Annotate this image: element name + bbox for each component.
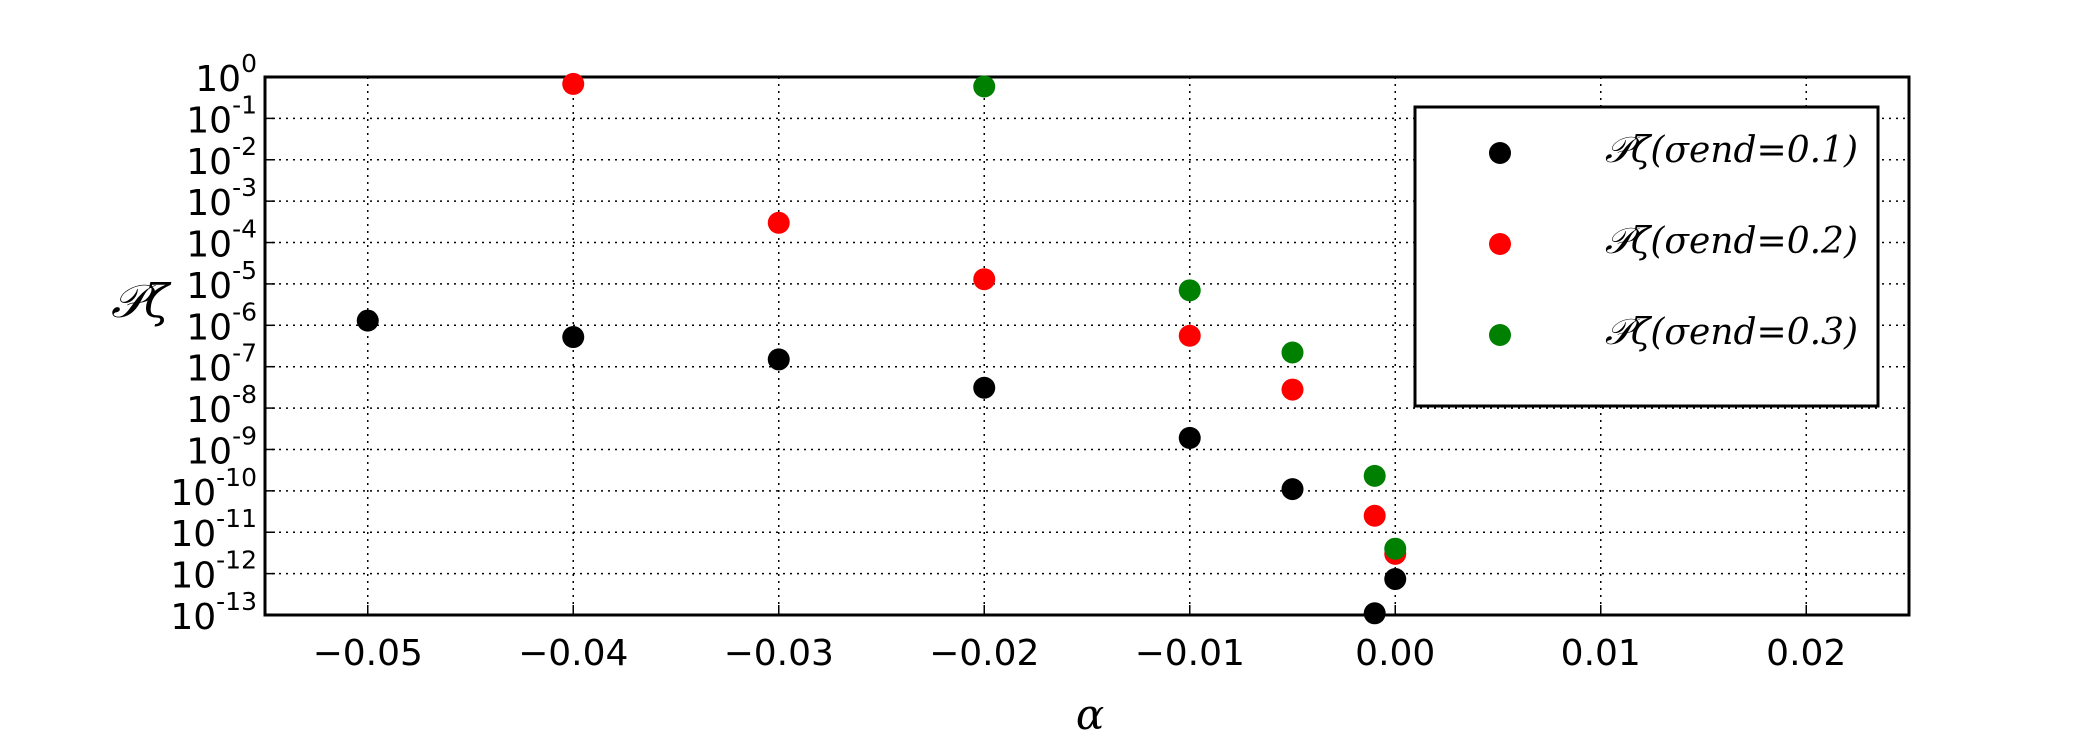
point [973, 268, 996, 291]
y-tick-label: 10-10 [170, 463, 257, 514]
point [767, 348, 790, 371]
point [767, 211, 790, 234]
point [1384, 568, 1407, 591]
point [1178, 426, 1201, 449]
legend-marker [1489, 233, 1511, 255]
point [356, 309, 379, 332]
y-tick-label: 10-12 [170, 546, 257, 597]
y-tick-label: 10-4 [186, 215, 257, 266]
x-tick-label: −0.04 [518, 633, 628, 674]
point [1384, 537, 1407, 560]
y-tick-label: 100 [195, 49, 257, 100]
legend-marker [1489, 142, 1511, 164]
y-tick-label: 10-1 [186, 90, 257, 141]
x-axis-label: α [1076, 690, 1104, 739]
y-tick-label: 10-13 [170, 587, 257, 638]
x-tick-label: −0.01 [1135, 633, 1245, 674]
x-tick-label: −0.03 [724, 633, 834, 674]
x-tick-label: 0.02 [1766, 633, 1846, 674]
legend-label: 𝒫ζ(σend=0.3) [1605, 312, 1858, 353]
y-tick-label: 10-2 [186, 132, 257, 183]
legend-label: 𝒫ζ(σend=0.1) [1605, 130, 1858, 171]
x-tick-label: 0.01 [1561, 633, 1641, 674]
point [1281, 378, 1304, 401]
y-tick-label: 10-6 [186, 297, 257, 348]
legend-label: 𝒫ζ(σend=0.2) [1605, 221, 1858, 262]
plot-frame [263, 75, 1911, 617]
y-tick-label: 10-3 [186, 173, 257, 224]
point [1363, 504, 1386, 527]
y-tick-label: 10-9 [186, 421, 257, 472]
point [973, 376, 996, 399]
point [562, 72, 585, 95]
point [973, 75, 996, 98]
y-tick-label: 10-8 [186, 380, 257, 431]
y-tick-label: 10-5 [186, 256, 257, 307]
point [1178, 279, 1201, 302]
point [1281, 341, 1304, 364]
point [562, 326, 585, 349]
y-tick-label: 10-11 [170, 504, 257, 555]
y-tick-label: 10-7 [186, 339, 257, 390]
x-tick-label: −0.05 [313, 633, 423, 674]
x-tick-label: 0.00 [1355, 633, 1435, 674]
point [1363, 602, 1386, 625]
point [1281, 478, 1304, 501]
y-axis-label: 𝒫ζ [111, 274, 172, 328]
x-tick-label: −0.02 [929, 633, 1039, 674]
point [1178, 324, 1201, 347]
legend-marker [1489, 324, 1511, 346]
point [1363, 464, 1386, 487]
